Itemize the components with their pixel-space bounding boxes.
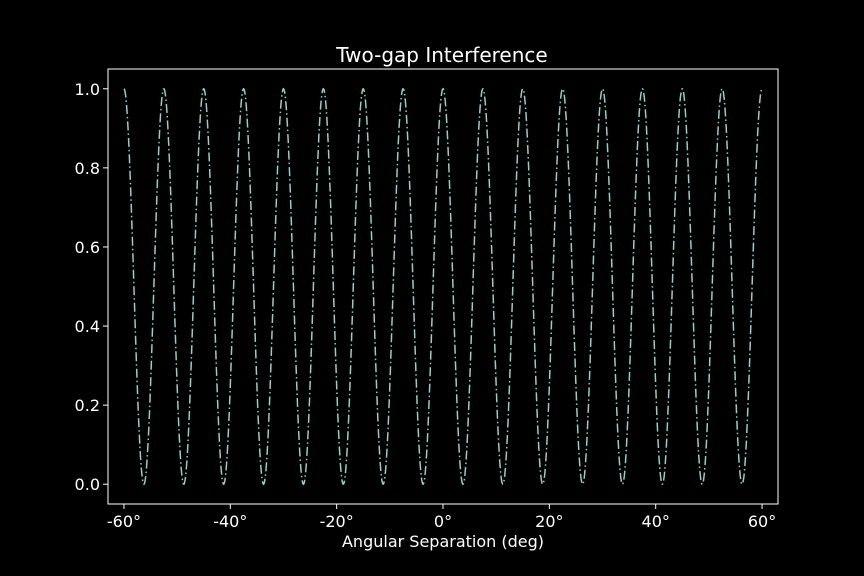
- y-tick-label: 0.6: [75, 238, 100, 257]
- y-axis-ticks: 0.0 0.2 0.4 0.6 0.8 1.0: [75, 80, 108, 494]
- y-tick-label: 0.8: [75, 159, 100, 178]
- y-tick-label: 1.0: [75, 80, 100, 99]
- x-tick-label: 60°: [748, 512, 776, 531]
- x-tick-label: 0°: [434, 512, 452, 531]
- x-tick-label: 20°: [535, 512, 563, 531]
- y-tick-label: 0.4: [75, 317, 100, 336]
- x-axis-label: Angular Separation (deg): [342, 532, 544, 551]
- y-tick-label: 0.0: [75, 475, 100, 494]
- series-layer: [123, 87, 763, 486]
- chart-title: Two-gap Interference: [335, 43, 547, 67]
- x-axis-ticks: -60° -40° -20° 0° 20° 40° 60°: [107, 504, 776, 531]
- x-tick-label: -60°: [107, 512, 141, 531]
- x-tick-label: -20°: [320, 512, 354, 531]
- y-tick-label: 0.2: [75, 396, 100, 415]
- x-tick-label: 40°: [642, 512, 670, 531]
- interference-curve: [123, 87, 763, 486]
- x-tick-label: -40°: [213, 512, 247, 531]
